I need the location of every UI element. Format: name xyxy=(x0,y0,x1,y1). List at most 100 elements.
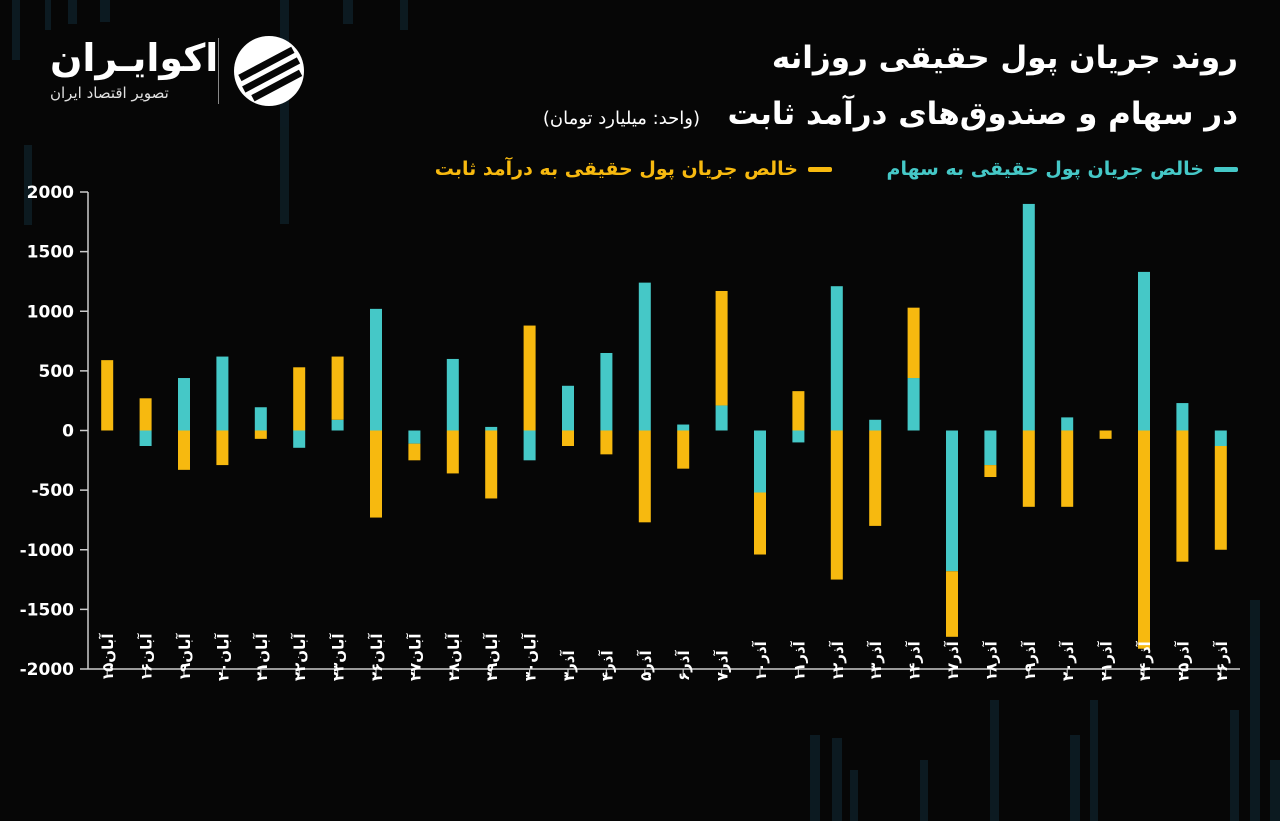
legend-stocks-label: خالص جریان پول حقیقی به سهام xyxy=(886,158,1204,180)
x-tick-label: آذر۲۱ xyxy=(1098,640,1116,681)
logo-mark-icon xyxy=(234,36,304,106)
logo-subtitle: تصویر اقتصاد ایران xyxy=(50,84,169,102)
y-tick-label: 0 xyxy=(62,422,74,442)
bar-fixed-income xyxy=(254,430,267,439)
bar-fixed-income xyxy=(1061,430,1074,507)
bar-stocks xyxy=(254,407,267,431)
y-tick-label: -1500 xyxy=(20,600,75,620)
y-tick-label: -500 xyxy=(31,481,74,501)
y-tick-label: 1500 xyxy=(27,243,74,263)
y-tick-label: 1000 xyxy=(27,302,74,322)
bar-fixed-income xyxy=(677,430,690,469)
bar-fixed-income xyxy=(638,430,651,523)
x-tick-label: آبان۳۰ xyxy=(522,633,540,681)
y-tick-label: 500 xyxy=(39,362,75,382)
bar-fixed-income xyxy=(331,356,344,420)
x-tick-label: آذر۲۶ xyxy=(1213,640,1231,681)
bar-fixed-income xyxy=(101,360,114,431)
legend-stocks-swatch xyxy=(1214,166,1238,172)
y-tick-label: -1000 xyxy=(20,541,75,561)
x-tick-label: آبان۲۰ xyxy=(214,633,232,681)
bar-stocks xyxy=(446,358,459,431)
legend-stocks: خالص جریان پول حقیقی به سهام xyxy=(887,158,1238,180)
x-tick-label: آذر۱۴ xyxy=(906,640,924,681)
bar-fixed-income xyxy=(178,430,190,470)
x-tick-label: آبان۱۹ xyxy=(176,633,194,681)
bar-fixed-income xyxy=(1099,430,1112,439)
x-tick-label: آذر۱۰ xyxy=(752,640,770,681)
bar-stocks xyxy=(869,419,882,431)
bar-stocks xyxy=(1214,430,1227,447)
bar-fixed-income xyxy=(754,492,766,555)
bar-fixed-income xyxy=(139,398,152,431)
x-tick-label: آبان۱۶ xyxy=(138,633,156,681)
bar-fixed-income xyxy=(984,465,997,478)
x-tick-label: آذر۷ xyxy=(714,650,732,681)
x-tick-label: آبان۲۱ xyxy=(253,633,271,681)
legend-fixed-income-swatch xyxy=(808,166,832,172)
bar-fixed-income xyxy=(408,443,421,461)
bar-stocks xyxy=(754,430,766,493)
bar-stocks xyxy=(485,426,498,431)
bar-stocks xyxy=(178,378,190,431)
bar-stocks xyxy=(715,405,728,431)
x-tick-label: آذر۲۰ xyxy=(1059,640,1077,681)
bar-stocks xyxy=(907,378,920,431)
legend-fixed-income-label: خالص جریان پول حقیقی به درآمد ثابت xyxy=(434,158,798,180)
x-tick-label: آذر۴ xyxy=(598,650,616,681)
legend-fixed-income: خالص جریان پول حقیقی به درآمد ثابت xyxy=(435,158,832,180)
chart-title-line2: در سهام و صندوق‌های درآمد ثابت xyxy=(727,96,1238,132)
bar-fixed-income xyxy=(869,430,882,526)
x-tick-label: آبان۲۷ xyxy=(406,633,424,681)
x-tick-label: آذر۲۵ xyxy=(1174,640,1192,681)
bar-stocks xyxy=(139,430,152,447)
bar-fixed-income xyxy=(1176,430,1189,562)
x-tick-label: آبان۱۵ xyxy=(99,633,117,681)
bar-fixed-income xyxy=(907,307,920,379)
logo-name: اکوایـران xyxy=(50,36,219,80)
bar-stocks xyxy=(216,356,229,431)
bar-stocks xyxy=(1176,403,1189,431)
bar-fixed-income xyxy=(1138,430,1150,649)
bar-stocks xyxy=(1138,271,1150,431)
bar-fixed-income xyxy=(600,430,613,455)
bar-stocks xyxy=(293,430,306,448)
bar-fixed-income xyxy=(446,430,459,474)
y-tick-label: -2000 xyxy=(20,660,75,680)
x-tick-label: آذر۱۳ xyxy=(867,640,885,681)
bar-stocks xyxy=(331,419,344,431)
bar-stocks xyxy=(600,352,613,431)
chart-title-line1: روند جریان پول حقیقی روزانه xyxy=(771,40,1238,76)
bar-stocks xyxy=(677,424,690,431)
x-tick-label: آذر۱۱ xyxy=(790,640,808,681)
bar-fixed-income xyxy=(216,430,229,466)
bar-stocks xyxy=(946,430,958,572)
bar-stocks xyxy=(830,286,843,431)
bar-stocks xyxy=(370,308,382,431)
bar-fixed-income xyxy=(293,367,306,431)
x-tick-label: آذر۶ xyxy=(675,650,693,681)
x-tick-label: آبان۲۲ xyxy=(291,633,309,681)
bar-fixed-income xyxy=(523,325,536,431)
bar-fixed-income xyxy=(1214,446,1227,550)
x-tick-label: آذر۳ xyxy=(560,650,578,681)
unit-label: (واحد: میلیارد تومان) xyxy=(542,108,700,129)
bar-fixed-income xyxy=(715,290,728,406)
x-tick-label: آذر۱۲ xyxy=(829,640,847,681)
bar-stocks xyxy=(562,385,574,431)
x-tick-label: آذر۱۸ xyxy=(982,640,1000,681)
x-tick-label: آبان۲۸ xyxy=(445,633,463,681)
y-tick-label: 2000 xyxy=(27,183,74,203)
bar-fixed-income xyxy=(946,571,958,637)
bar-stocks xyxy=(408,430,421,444)
bar-stocks xyxy=(984,430,997,466)
x-tick-label: آذر۲۴ xyxy=(1136,640,1154,681)
bar-fixed-income xyxy=(485,430,498,499)
bar-stocks xyxy=(792,430,805,443)
bar-fixed-income xyxy=(830,430,843,580)
bar-fixed-income xyxy=(370,430,382,518)
x-tick-label: آبان۲۶ xyxy=(368,633,386,681)
bar-stocks xyxy=(638,282,651,431)
